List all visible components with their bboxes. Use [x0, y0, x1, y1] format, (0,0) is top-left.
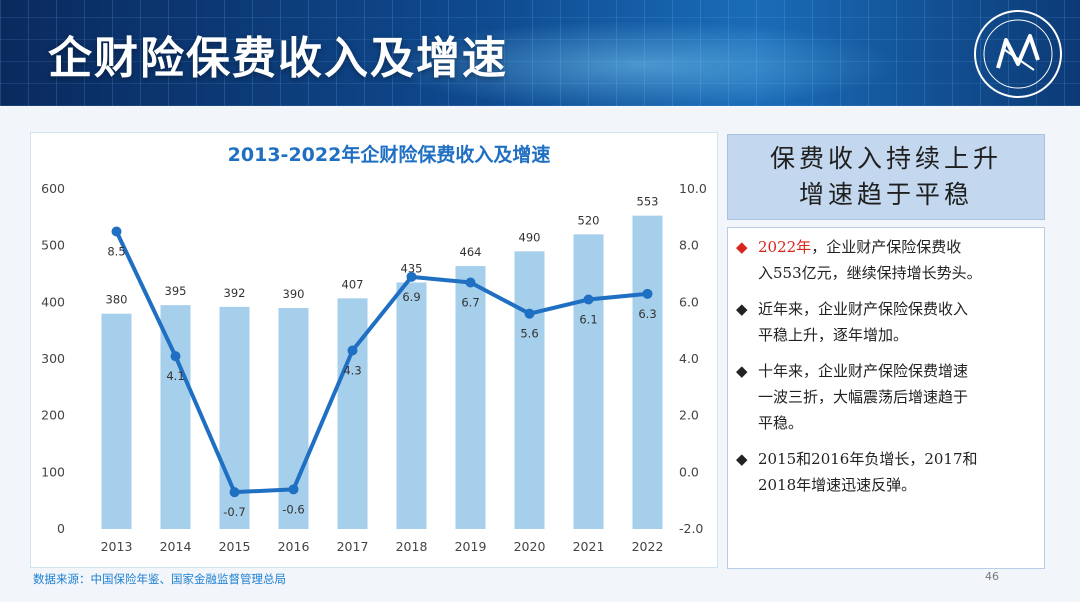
premium-bar [278, 308, 309, 529]
growth-rate-label: -0.7 [223, 505, 245, 519]
premium-bar-label: 520 [578, 213, 600, 227]
growth-rate-label: 8.5 [107, 245, 125, 259]
premium-bar [160, 305, 191, 529]
banner-glow [380, 20, 900, 106]
combo-chart: 2013-2022年企财险保费收入及增速 0 100 200 300 400 500 600… [41, 143, 707, 554]
y-right-tick-label: 4.0 [679, 351, 699, 366]
premium-bar [632, 215, 663, 529]
institute-logo-icon [974, 10, 1062, 98]
growth-rate-label: 6.7 [461, 296, 479, 310]
y-left-tick-label: 100 [41, 464, 65, 479]
x-tick-label: 2016 [278, 539, 310, 554]
premium-bar-label: 392 [224, 286, 246, 300]
summary-line-2: 增速趋于平稳 [798, 180, 973, 209]
y-right-tick-label: 10.0 [679, 181, 707, 196]
x-tick-label: 2020 [514, 539, 546, 554]
x-tick-label: 2022 [632, 539, 664, 554]
growth-rate-point [229, 487, 240, 498]
growth-rate-line [114, 230, 648, 495]
premium-bar-label: 464 [460, 245, 482, 259]
growth-rate-label: -0.6 [282, 502, 304, 516]
x-tick-label: 2021 [573, 539, 605, 554]
y-right-tick-label: 0.0 [679, 464, 699, 479]
point-3: ◆ 十年来，企业财产保险保费增速 一波三折，大幅震荡后增速趋于 平稳。 [736, 358, 1036, 436]
page-number: 46 [985, 570, 999, 583]
point-1-text-line-2: 入553亿元，继续保持增长势头。 [758, 264, 982, 282]
point-4-text-line-2: 2018年增速迅速反弹。 [758, 476, 917, 494]
premium-bar-label: 395 [165, 284, 187, 298]
growth-rate-point [524, 308, 535, 319]
x-tick-label: 2018 [396, 539, 428, 554]
point-4: ◆ 2015和2016年负增长，2017和 2018年增速迅速反弹。 [736, 446, 1036, 498]
y-left-tick-label: 200 [41, 408, 65, 423]
premium-bar [455, 266, 486, 529]
diamond-bullet-icon: ◆ [736, 450, 748, 468]
chart-panel: 2013-2022年企财险保费收入及增速 0 100 200 300 400 500 600… [30, 132, 718, 568]
point-2-text-line-2: 平稳上升，逐年增加。 [758, 326, 909, 344]
diamond-bullet-icon: ◆ [736, 362, 748, 380]
diamond-bullet-icon: ◆ [736, 300, 748, 318]
y-right-tick-label: -2.0 [679, 521, 703, 536]
growth-rate-point [583, 294, 594, 305]
chart-title: 2013-2022年企财险保费收入及增速 [228, 143, 551, 166]
premium-bar-label: 407 [342, 277, 364, 291]
x-tick-label: 2015 [219, 539, 251, 554]
y-right-tick-label: 2.0 [679, 408, 699, 423]
y-left-tick-label: 300 [41, 351, 65, 366]
premium-bar-label: 435 [401, 262, 423, 276]
growth-rate-label: 4.3 [343, 364, 361, 378]
growth-rate-label: 5.6 [520, 327, 538, 341]
premium-bar [396, 282, 427, 529]
title-banner: 企财险保费收入及增速 [0, 0, 1080, 106]
point-2-text: 近年来，企业财产保险保费收入 [758, 300, 969, 318]
premium-bar [337, 298, 368, 529]
point-1: ◆ 2022年，企业财产保险保费收 入553亿元，继续保持增长势头。 [736, 234, 1036, 286]
growth-rate-point [406, 271, 417, 282]
y-left-tick-label: 400 [41, 294, 65, 309]
growth-rate-point [642, 288, 653, 299]
x-tick-label: 2013 [101, 539, 133, 554]
key-points-box: ◆ 2022年，企业财产保险保费收 入553亿元，继续保持增长势头。 ◆ 近年来，企… [727, 227, 1045, 569]
premium-bar-label: 390 [283, 287, 305, 301]
x-tick-label: 2017 [337, 539, 369, 554]
point-1-text: ，企业财产保险保费收 [811, 238, 962, 256]
point-3-text-line-2: 一波三折，大幅震荡后增速趋于 [758, 388, 969, 406]
growth-rate-label: 6.1 [579, 313, 597, 327]
premium-bar-label: 490 [519, 230, 541, 244]
y-left-tick-label: 600 [41, 181, 65, 196]
growth-rate-point [347, 345, 358, 356]
growth-rate-point [170, 351, 181, 362]
point-3-text-line-3: 平稳。 [758, 414, 804, 432]
y-left-tick-label: 0 [57, 521, 65, 536]
y-right-tick-label: 8.0 [679, 238, 699, 253]
point-4-text: 2015和2016年负增长，2017和 [758, 450, 978, 468]
growth-rate-point [288, 484, 299, 495]
banner-circuit-pattern [0, 0, 1080, 106]
slide-title: 企财险保费收入及增速 [48, 33, 508, 84]
premium-bar-label: 380 [106, 293, 128, 307]
summary-line-1: 保费收入持续上升 [769, 144, 1002, 173]
y-right-tick-label: 6.0 [679, 294, 699, 309]
x-tick-label: 2019 [455, 539, 487, 554]
premium-bar-label: 553 [637, 195, 659, 209]
premium-bar [514, 251, 545, 529]
point-3-text: 十年来，企业财产保险保费增速 [758, 362, 969, 380]
point-2: ◆ 近年来，企业财产保险保费收入 平稳上升，逐年增加。 [736, 296, 1036, 348]
premium-bar [101, 313, 132, 529]
growth-rate-label: 6.3 [638, 307, 656, 321]
diamond-bullet-icon: ◆ [736, 238, 748, 256]
growth-rate-point [465, 277, 476, 288]
data-source-note: 数据来源：中国保险年鉴、国家金融监督管理总局 [33, 572, 286, 586]
point-1-highlight: 2022年 [758, 238, 812, 256]
growth-rate-label: 6.9 [402, 290, 420, 304]
x-tick-label: 2014 [160, 539, 192, 554]
y-left-tick-label: 500 [41, 238, 65, 253]
premium-bar [573, 234, 604, 529]
growth-rate-label: 4.1 [166, 369, 184, 383]
summary-box: 保费收入持续上升 增速趋于平稳 [727, 134, 1045, 220]
growth-rate-point [111, 226, 122, 237]
